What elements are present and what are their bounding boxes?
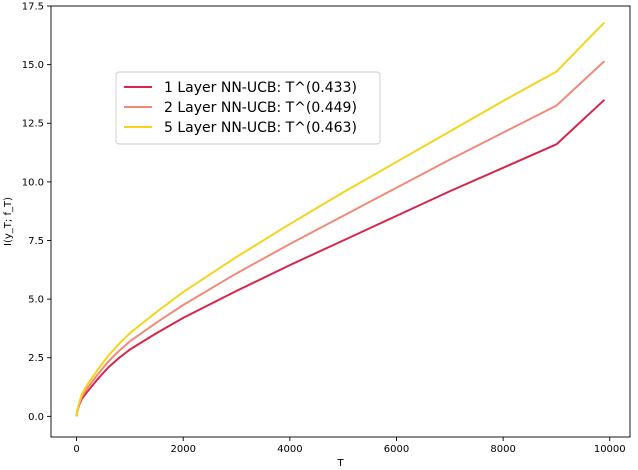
legend-label-2: 2 Layer NN-UCB: T^(0.449) — [164, 100, 357, 116]
y-tick-label: 15.0 — [22, 60, 44, 71]
legend-label-3: 5 Layer NN-UCB: T^(0.463) — [164, 120, 357, 136]
x-tick-label: 10000 — [594, 444, 626, 455]
x-tick-label: 6000 — [384, 444, 409, 455]
y-tick-label: 0.0 — [28, 412, 44, 423]
x-axis-label: T — [336, 458, 344, 469]
x-tick-label: 8000 — [490, 444, 515, 455]
y-tick-label: 5.0 — [28, 295, 44, 306]
y-tick-label: 7.5 — [28, 236, 44, 247]
y-tick-label: 2.5 — [28, 353, 44, 364]
x-tick-label: 0 — [73, 444, 79, 455]
x-tick-label: 2000 — [170, 444, 195, 455]
legend: 1 Layer NN-UCB: T^(0.433) 2 Layer NN-UCB:… — [115, 71, 381, 145]
y-tick-label: 17.5 — [22, 2, 44, 13]
axes-frame — [50, 5, 631, 438]
axes: 0 2000 4000 6000 8000 10000 0.0 2.5 5.0 7.5 10.0 12… — [3, 2, 631, 469]
y-tick-label: 10.0 — [22, 177, 44, 188]
legend-label-1: 1 Layer NN-UCB: T^(0.433) — [164, 80, 357, 96]
x-tick-label: 4000 — [277, 444, 302, 455]
legend-box — [115, 71, 381, 145]
y-axis-label: I(y_T; f_T) — [3, 197, 14, 246]
series-line-1 — [75, 99, 606, 417]
series-line-3 — [75, 21, 606, 417]
series-lines — [75, 21, 606, 417]
y-tick-label: 12.5 — [22, 119, 44, 130]
